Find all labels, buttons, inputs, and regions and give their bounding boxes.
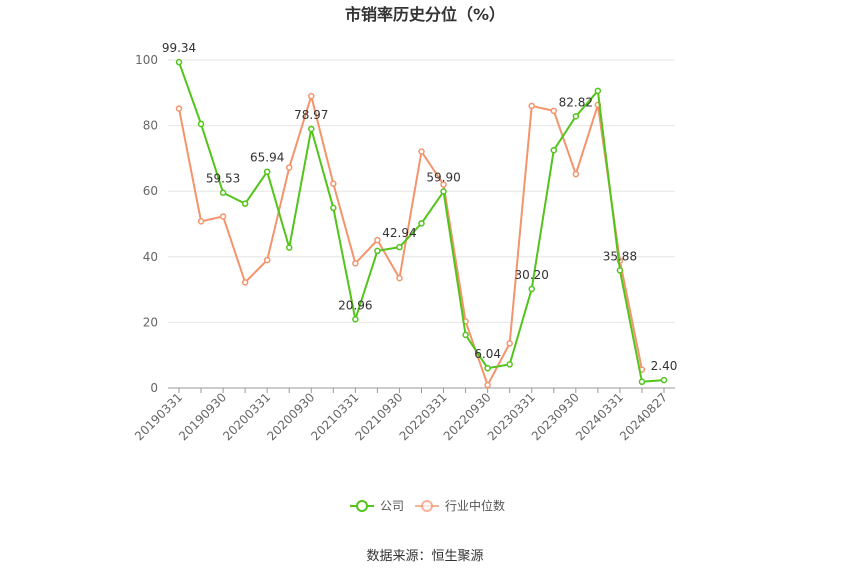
data-point bbox=[550, 146, 558, 154]
data-label: 99.34 bbox=[162, 41, 196, 55]
data-point bbox=[418, 220, 425, 227]
data-point bbox=[660, 376, 668, 384]
chart-title: 市销率历史分位（%） bbox=[345, 5, 505, 24]
data-point bbox=[528, 285, 535, 293]
data-label: 82.82 bbox=[559, 95, 593, 109]
data-label: 6.04 bbox=[474, 347, 501, 361]
data-label: 65.94 bbox=[250, 151, 284, 165]
y-tick-label: 100 bbox=[135, 53, 158, 67]
series-line bbox=[178, 95, 643, 387]
data-point bbox=[484, 381, 491, 389]
data-label: 35.88 bbox=[603, 249, 637, 263]
data-point bbox=[219, 213, 227, 220]
y-tick-label: 20 bbox=[143, 315, 158, 329]
data-point bbox=[330, 204, 337, 212]
data-point bbox=[572, 113, 580, 120]
data-point bbox=[440, 181, 447, 188]
data-point bbox=[197, 120, 205, 128]
legend-label: 公司 bbox=[380, 499, 404, 513]
data-point bbox=[616, 267, 624, 274]
data-point bbox=[462, 331, 469, 339]
series-layer bbox=[175, 58, 668, 389]
data-point bbox=[241, 279, 249, 286]
data-point bbox=[308, 125, 315, 133]
data-point bbox=[374, 236, 381, 244]
data-label: 59.53 bbox=[206, 172, 240, 186]
y-tick-label: 40 bbox=[143, 250, 158, 264]
data-point bbox=[594, 87, 602, 95]
legend-label: 行业中位数 bbox=[445, 498, 505, 513]
data-point bbox=[396, 243, 403, 251]
data-point bbox=[352, 260, 359, 267]
y-tick-label: 80 bbox=[143, 119, 158, 133]
data-point bbox=[572, 170, 580, 178]
data-point bbox=[175, 105, 183, 112]
data-point bbox=[440, 188, 447, 195]
y-tick-label: 60 bbox=[143, 184, 158, 198]
data-point bbox=[550, 107, 558, 115]
data-point bbox=[528, 102, 535, 110]
data-label: 42.94 bbox=[382, 226, 416, 240]
data-label: 30.20 bbox=[515, 268, 549, 282]
data-label: 78.97 bbox=[294, 108, 328, 122]
legend-swatch-marker bbox=[421, 500, 433, 512]
data-label: 20.96 bbox=[338, 298, 372, 312]
x-tick-label: 20240827 bbox=[617, 390, 670, 443]
data-point bbox=[308, 92, 315, 100]
data-point bbox=[506, 361, 513, 368]
legend: 公司 行业中位数 bbox=[350, 498, 505, 513]
data-point bbox=[418, 148, 425, 155]
data-point bbox=[285, 164, 293, 171]
data-point bbox=[396, 274, 403, 282]
data-point bbox=[352, 316, 359, 323]
x-axis: 2019033120190930202003312020093020210331… bbox=[132, 387, 675, 443]
data-point bbox=[175, 58, 183, 66]
data-point bbox=[638, 378, 646, 386]
source-note: 数据来源：恒生聚源 bbox=[366, 549, 483, 564]
data-point bbox=[285, 244, 293, 251]
data-point bbox=[263, 256, 271, 264]
data-labels: 99.34 59.53 65.94 78.97 20.96 42.94 59.90 6.04 3… bbox=[162, 41, 678, 373]
data-point bbox=[263, 168, 271, 175]
data-point bbox=[330, 180, 337, 187]
data-label: 59.90 bbox=[426, 171, 460, 185]
legend-swatch-marker bbox=[356, 500, 368, 512]
data-point bbox=[506, 340, 513, 347]
y-axis: 0 20 40 60 80 100 bbox=[135, 53, 158, 395]
data-point bbox=[374, 247, 381, 255]
y-tick-label: 0 bbox=[150, 381, 158, 395]
data-point bbox=[219, 189, 227, 196]
data-point bbox=[484, 364, 491, 372]
data-label: 2.40 bbox=[651, 359, 678, 373]
data-point bbox=[197, 218, 205, 225]
data-point bbox=[241, 200, 249, 207]
